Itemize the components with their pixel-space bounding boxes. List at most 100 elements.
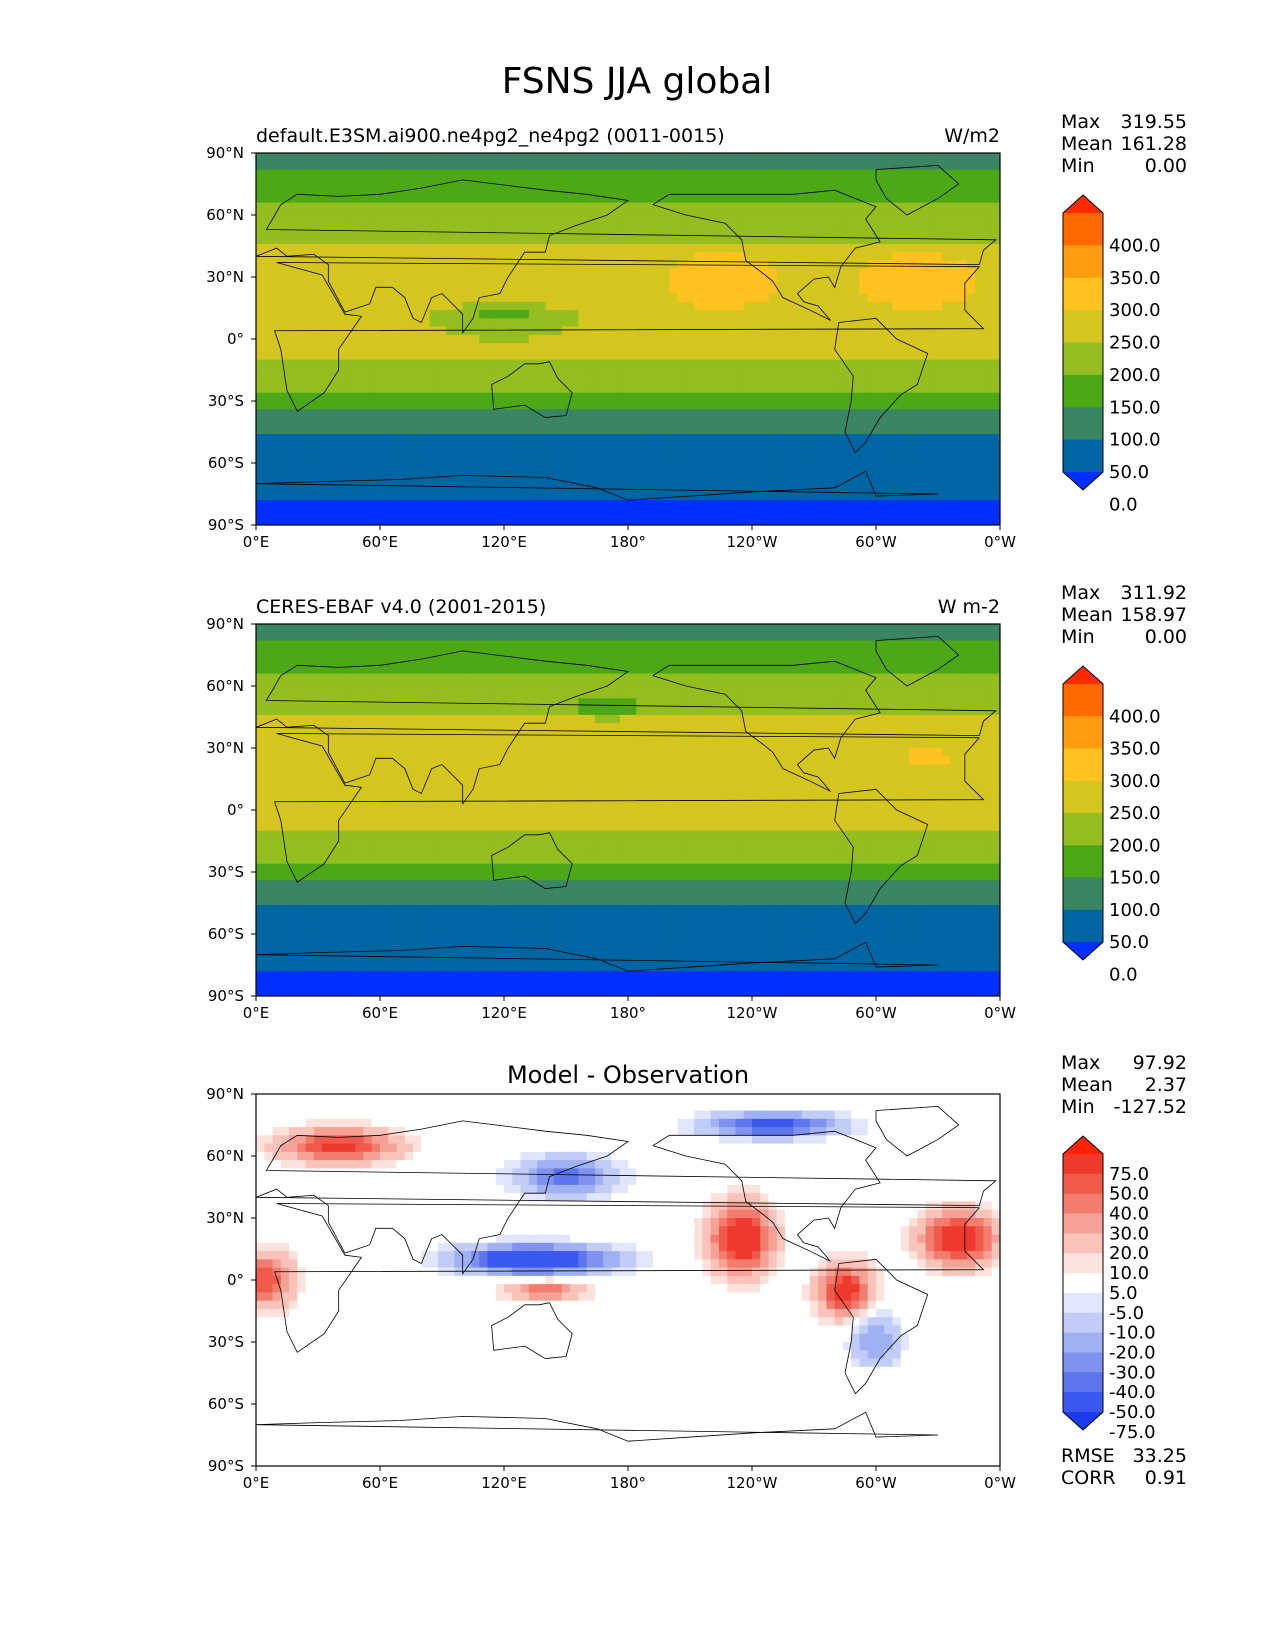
field-cell bbox=[429, 367, 439, 377]
field-cell bbox=[768, 169, 778, 179]
field-cell bbox=[851, 690, 861, 699]
field-cell bbox=[677, 310, 687, 319]
field-cell bbox=[628, 293, 637, 303]
field-cell bbox=[487, 169, 497, 179]
field-cell bbox=[297, 640, 307, 650]
field-cell bbox=[594, 351, 604, 361]
field-cell bbox=[809, 169, 819, 179]
field-cell bbox=[404, 392, 414, 402]
field-cell bbox=[537, 194, 546, 204]
field-cell bbox=[785, 277, 794, 286]
field-cell bbox=[636, 690, 646, 699]
field-cell bbox=[289, 508, 298, 518]
field-cell bbox=[702, 384, 712, 394]
field-cell bbox=[876, 177, 885, 187]
field-cell bbox=[702, 169, 712, 179]
field-cell bbox=[305, 293, 315, 303]
field-cell bbox=[644, 392, 654, 402]
field-cell bbox=[876, 508, 885, 518]
field-cell bbox=[256, 409, 265, 419]
field-cell bbox=[280, 442, 290, 452]
field-cell bbox=[603, 219, 613, 228]
field-cell bbox=[743, 384, 753, 394]
field-cell bbox=[652, 252, 662, 262]
field-cell bbox=[685, 334, 695, 344]
field-cell bbox=[760, 326, 770, 336]
field-cell bbox=[404, 186, 414, 195]
field-cell bbox=[289, 219, 298, 228]
field-cell bbox=[628, 318, 637, 328]
field-cell bbox=[884, 458, 894, 468]
field-cell bbox=[545, 235, 555, 245]
field-cell bbox=[578, 202, 588, 212]
field-cell bbox=[413, 186, 422, 195]
field-cell bbox=[710, 277, 720, 286]
field-cell bbox=[933, 243, 943, 253]
field-cell bbox=[661, 293, 670, 303]
field-cell bbox=[305, 392, 315, 402]
field-cell bbox=[909, 235, 918, 245]
field-cell bbox=[884, 210, 894, 220]
field-cell bbox=[504, 260, 513, 270]
field-cell bbox=[884, 318, 894, 328]
field-cell bbox=[256, 243, 265, 253]
field-cell bbox=[446, 235, 455, 245]
field-cell bbox=[371, 392, 381, 402]
field-cell bbox=[256, 235, 265, 245]
field-cell bbox=[363, 227, 373, 237]
field-cell bbox=[256, 310, 265, 319]
field-cell bbox=[818, 318, 827, 328]
field-cell bbox=[958, 161, 968, 171]
field-cell bbox=[677, 285, 687, 295]
field-cell bbox=[520, 243, 530, 253]
field-cell bbox=[685, 285, 695, 295]
field-cell bbox=[909, 673, 918, 683]
field-cell bbox=[669, 177, 679, 187]
field-cell bbox=[570, 277, 579, 286]
field-cell bbox=[917, 632, 927, 642]
field-cell bbox=[338, 417, 348, 427]
field-cell bbox=[437, 681, 447, 691]
field-cell bbox=[264, 367, 274, 377]
field-cell bbox=[611, 235, 621, 245]
field-cell bbox=[628, 367, 637, 377]
field-cell bbox=[768, 442, 778, 452]
field-cell bbox=[694, 483, 703, 493]
field-cell bbox=[470, 475, 480, 485]
field-cell bbox=[710, 681, 720, 691]
field-cell bbox=[768, 491, 778, 501]
field-cell bbox=[470, 227, 480, 237]
field-cell bbox=[718, 657, 728, 666]
field-cell bbox=[363, 681, 373, 691]
field-cell bbox=[272, 409, 282, 419]
field-cell bbox=[338, 343, 348, 352]
field-cell bbox=[504, 384, 513, 394]
field-cell bbox=[561, 467, 571, 476]
panel-reference: 0°E 60°E 120°E 180° 120°W 60°W 0°W90°N60°N30°N… bbox=[206, 582, 1187, 1022]
field-cell bbox=[900, 285, 910, 295]
field-cell bbox=[528, 467, 538, 476]
field-cell bbox=[289, 243, 298, 253]
field-cell bbox=[818, 359, 827, 369]
field-cell bbox=[793, 376, 803, 386]
field-cell bbox=[495, 310, 505, 319]
field-cell bbox=[421, 425, 431, 435]
field-cell bbox=[818, 351, 827, 361]
field-cell bbox=[776, 665, 786, 675]
field-cell bbox=[470, 186, 480, 195]
field-cell bbox=[975, 665, 985, 675]
field-cell bbox=[305, 351, 315, 361]
field-cell bbox=[512, 153, 522, 162]
field-cell bbox=[677, 153, 687, 162]
field-cell bbox=[561, 169, 571, 179]
field-cell bbox=[346, 161, 356, 171]
field-cell bbox=[520, 409, 530, 419]
field-cell bbox=[867, 401, 877, 410]
field-cell bbox=[264, 491, 274, 501]
field-cell bbox=[313, 359, 323, 369]
field-cell bbox=[346, 483, 356, 493]
field-cell bbox=[528, 698, 538, 708]
field-cell bbox=[537, 434, 546, 443]
field-cell bbox=[454, 384, 464, 394]
field-cell bbox=[297, 665, 307, 675]
